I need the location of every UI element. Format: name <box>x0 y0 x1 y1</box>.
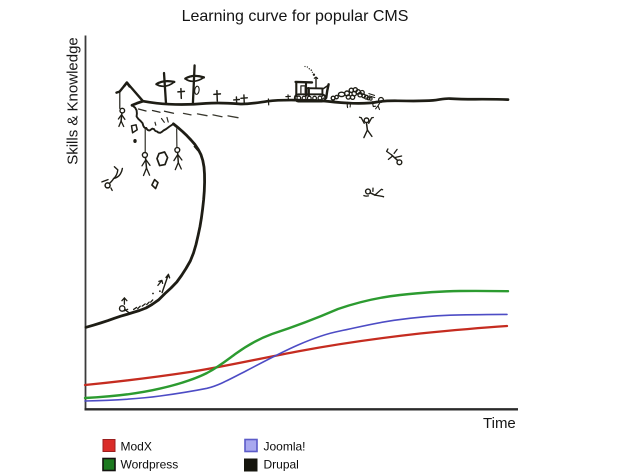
svg-text:Learning curve for popular CMS: Learning curve for popular CMS <box>182 8 409 25</box>
svg-text:Drupal: Drupal <box>264 458 299 472</box>
svg-text:ModX: ModX <box>121 439 152 453</box>
svg-text:Skills & Knowledge: Skills & Knowledge <box>65 37 82 165</box>
svg-text:Wordpress: Wordpress <box>121 458 179 472</box>
svg-text:Joomla!: Joomla! <box>264 439 306 453</box>
svg-text:Time: Time <box>483 415 516 432</box>
